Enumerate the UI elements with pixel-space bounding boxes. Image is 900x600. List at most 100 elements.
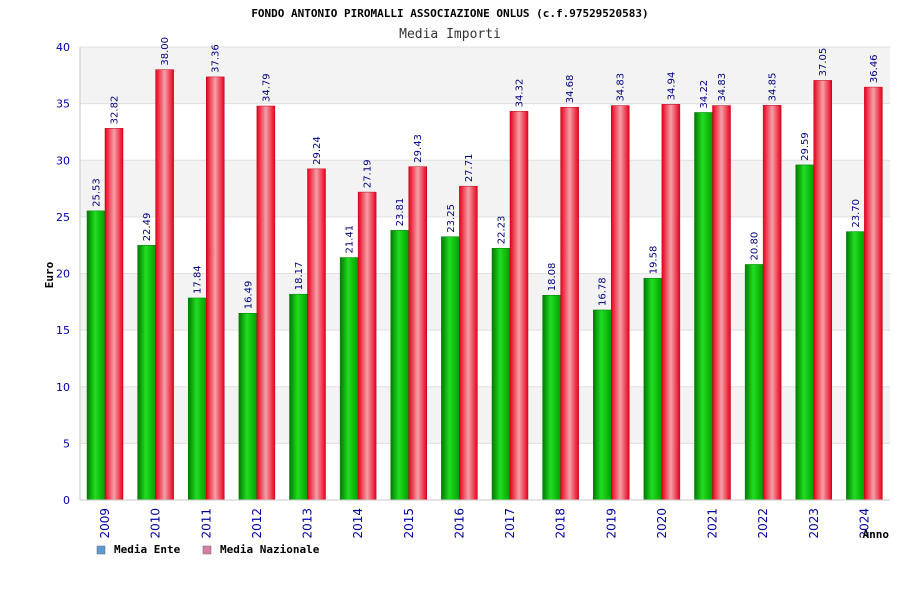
y-tick-label: 35 xyxy=(56,98,70,111)
y-tick-label: 0 xyxy=(63,494,70,507)
x-tick-label: 2022 xyxy=(756,508,770,539)
bar-media-nazionale-2019 xyxy=(611,105,630,501)
x-tick-label: 2020 xyxy=(655,508,669,539)
bar-media-nazionale-2023 xyxy=(813,80,832,501)
chart-title: FONDO ANTONIO PIROMALLI ASSOCIAZIONE ONL… xyxy=(251,7,648,20)
bar-media-nazionale-2018 xyxy=(560,106,579,501)
bar-media-nazionale-2012 xyxy=(256,105,276,501)
bar-media-ente-2016 xyxy=(441,236,460,501)
data-label: 29.59 xyxy=(800,132,811,161)
x-axis-ticks: 2009 2010 2011 2012 2013 2014 2015 2016 2017 2018… xyxy=(98,508,871,539)
bar-media-nazionale-2022 xyxy=(762,105,782,501)
x-tick-label: 2015 xyxy=(402,508,416,539)
data-label: 34.32 xyxy=(515,79,526,108)
bar-media-ente-2022 xyxy=(744,264,764,501)
legend-label-media-nazionale: Media Nazionale xyxy=(220,543,320,556)
bar-media-ente-2020 xyxy=(643,278,663,501)
bar-media-ente-2021 xyxy=(694,112,713,501)
data-label: 29.43 xyxy=(413,134,424,163)
y-tick-label: 30 xyxy=(56,154,70,167)
bar-media-nazionale-2013 xyxy=(307,168,326,501)
bars xyxy=(86,69,883,501)
bar-media-ente-2011 xyxy=(188,297,207,501)
data-label: 27.71 xyxy=(464,154,475,183)
x-tick-label: 2017 xyxy=(503,508,517,539)
chart-subtitle: Media Importi xyxy=(399,27,501,42)
bar-media-nazionale-2014 xyxy=(357,191,377,501)
data-label: 29.24 xyxy=(312,136,323,165)
data-label: 23.25 xyxy=(446,204,457,233)
y-tick-label: 15 xyxy=(56,324,70,337)
data-label: 22.49 xyxy=(142,213,153,242)
legend-swatch-media-nazionale xyxy=(202,545,212,555)
x-axis-label: Anno xyxy=(863,528,890,541)
legend-swatch-media-ente xyxy=(96,545,106,555)
x-tick-label: 2019 xyxy=(604,508,618,539)
x-tick-label: 2013 xyxy=(301,508,315,539)
bar-media-nazionale-2016 xyxy=(459,185,478,501)
y-tick-label: 10 xyxy=(56,381,70,394)
data-label: 36.46 xyxy=(869,54,880,83)
x-tick-label: 2011 xyxy=(199,508,213,539)
data-label: 22.23 xyxy=(497,216,508,245)
bar-media-nazionale-2020 xyxy=(661,104,681,501)
x-tick-label: 2024 xyxy=(857,508,871,539)
x-tick-label: 2009 xyxy=(98,508,112,539)
y-tick-label: 40 xyxy=(56,41,70,54)
data-label: 34.85 xyxy=(768,73,779,102)
bar-media-nazionale-2017 xyxy=(509,111,529,501)
data-label: 34.94 xyxy=(666,72,677,101)
bar-media-nazionale-2009 xyxy=(104,128,124,501)
bar-media-ente-2018 xyxy=(542,294,561,501)
x-tick-label: 2016 xyxy=(452,508,466,539)
x-tick-label: 2012 xyxy=(250,508,264,539)
bar-media-nazionale-2021 xyxy=(712,105,731,501)
data-label: 20.80 xyxy=(750,232,761,261)
x-tick-label: 2018 xyxy=(554,508,568,539)
x-tick-label: 2010 xyxy=(149,508,163,539)
bar-media-ente-2009 xyxy=(86,210,106,501)
data-label: 16.78 xyxy=(598,277,609,306)
data-label: 23.81 xyxy=(395,198,406,227)
data-label: 21.41 xyxy=(345,225,356,254)
data-label: 16.49 xyxy=(243,281,254,310)
data-label: 18.17 xyxy=(294,262,305,291)
data-label: 23.70 xyxy=(851,199,862,228)
x-tick-label: 2021 xyxy=(706,508,720,539)
data-label: 37.36 xyxy=(211,44,222,73)
y-tick-label: 5 xyxy=(63,437,70,450)
data-label: 34.68 xyxy=(565,75,576,104)
bar-media-ente-2019 xyxy=(593,309,612,501)
bar-media-nazionale-2011 xyxy=(206,76,225,501)
data-label: 38.00 xyxy=(160,37,171,66)
data-label: 32.82 xyxy=(110,96,121,125)
data-label: 34.83 xyxy=(717,73,728,102)
bar-media-ente-2010 xyxy=(137,245,156,501)
data-label: 34.22 xyxy=(699,80,710,109)
legend: Media Ente Media Nazionale xyxy=(96,543,320,556)
x-tick-label: 2023 xyxy=(807,508,821,539)
y-tick-label: 20 xyxy=(56,268,70,281)
data-label: 34.83 xyxy=(616,73,627,102)
data-label: 34.79 xyxy=(261,73,272,102)
bar-media-nazionale-2015 xyxy=(408,166,427,501)
data-label: 27.19 xyxy=(363,159,374,188)
bar-media-ente-2014 xyxy=(339,257,359,501)
data-label: 25.53 xyxy=(92,178,103,207)
bar-media-ente-2012 xyxy=(238,313,258,501)
bar-media-ente-2017 xyxy=(491,247,511,501)
data-label: 17.84 xyxy=(193,265,204,294)
bar-media-nazionale-2024 xyxy=(864,86,883,501)
data-label: 18.08 xyxy=(547,263,558,292)
y-axis-ticks: 0 5 10 15 20 25 30 35 40 xyxy=(56,41,70,507)
bar-media-ente-2015 xyxy=(390,230,409,501)
data-label: 19.58 xyxy=(648,246,659,275)
x-tick-label: 2014 xyxy=(351,508,365,539)
bar-media-ente-2023 xyxy=(795,164,814,501)
bar-media-ente-2013 xyxy=(289,293,308,501)
bar-media-nazionale-2010 xyxy=(155,69,174,501)
data-labels: 25.53 32.82 22.49 38.00 17.84 37.36 16.49 34.79… xyxy=(92,37,880,309)
legend-label-media-ente: Media Ente xyxy=(114,543,181,556)
y-axis-label: Euro xyxy=(43,261,56,288)
